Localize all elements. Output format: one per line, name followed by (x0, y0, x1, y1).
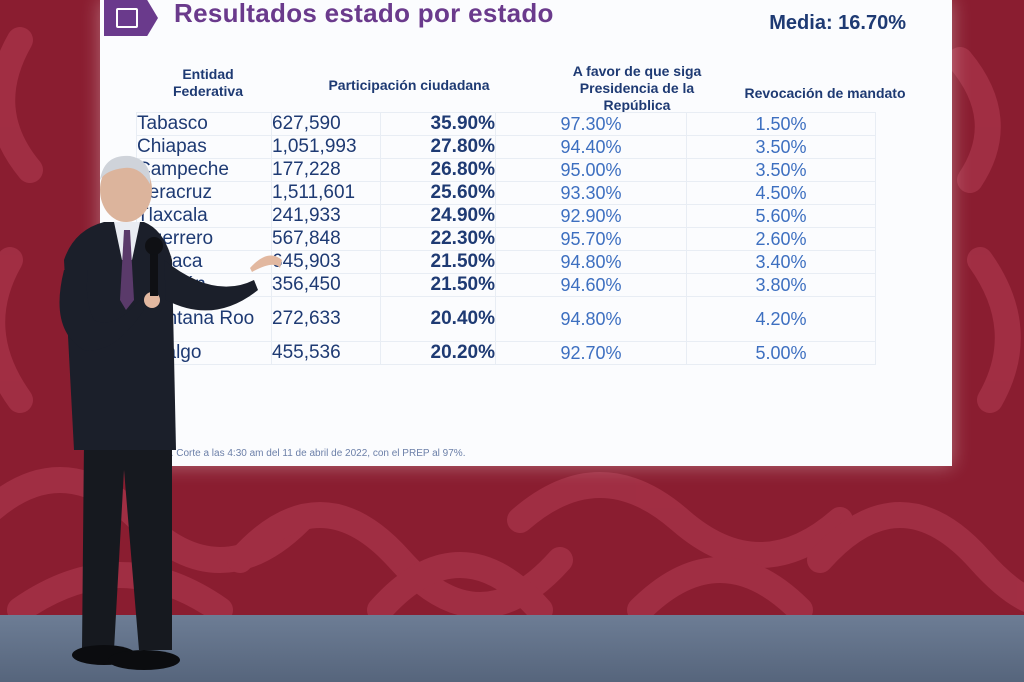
revocation-cell: 3.80% (686, 273, 876, 297)
voters-cell: 455,536 (271, 341, 381, 365)
participation-cell: 21.50% (380, 273, 496, 297)
revocation-cell: 1.50% (686, 112, 876, 136)
speaker-figure (59, 155, 282, 670)
favor-cell: 95.00% (495, 158, 687, 182)
backdrop-pattern (0, 27, 1024, 615)
table-row: Veracruz 1,511,601 25.60% 93.30% 4.50% (136, 181, 876, 205)
table-row: Tlaxcala 241,933 24.90% 92.90% 5.60% (136, 204, 876, 228)
participation-cell: 25.60% (380, 181, 496, 205)
voters-cell: 272,633 (271, 296, 381, 342)
voters-cell: 1,511,601 (271, 181, 381, 205)
media-value: Media: 16.70% (769, 12, 906, 34)
favor-cell: 94.80% (495, 296, 687, 342)
table-row: Tabasco 627,590 35.90% 97.30% 1.50% (136, 112, 876, 136)
state-cell: Chiapas (136, 135, 272, 159)
voters-cell: 645,903 (271, 250, 381, 274)
favor-cell: 94.80% (495, 250, 687, 274)
participation-cell: 22.30% (380, 227, 496, 251)
voters-cell: 241,933 (271, 204, 381, 228)
participation-cell: 20.40% (380, 296, 496, 342)
revocation-cell: 4.50% (686, 181, 876, 205)
revocation-cell: 3.40% (686, 250, 876, 274)
voters-cell: 177,228 (271, 158, 381, 182)
favor-cell: 94.40% (495, 135, 687, 159)
voters-cell: 356,450 (271, 273, 381, 297)
favor-cell: 94.60% (495, 273, 687, 297)
header-favor: A favor de que siga Presidencia de la Re… (572, 63, 702, 113)
favor-cell: 93.30% (495, 181, 687, 205)
participation-cell: 24.90% (380, 204, 496, 228)
revocation-cell: 4.20% (686, 296, 876, 342)
state-cell: Tabasco (136, 112, 272, 136)
slide-title: Resultados estado por estado (174, 0, 554, 28)
footnote: E. Corte a las 4:30 am del 11 de abril d… (164, 448, 466, 459)
header-participacion: Participación ciudadana (328, 77, 490, 93)
revocation-cell: 2.60% (686, 227, 876, 251)
revocation-cell: 3.50% (686, 158, 876, 182)
participation-cell: 26.80% (380, 158, 496, 182)
state-cell: Campeche (136, 158, 272, 182)
revocation-cell: 3.50% (686, 135, 876, 159)
ballot-box-logo (104, 0, 158, 36)
participation-cell: 21.50% (380, 250, 496, 274)
favor-cell: 92.70% (495, 341, 687, 365)
header-revocacion: Revocación de mandato (744, 85, 906, 101)
participation-cell: 27.80% (380, 135, 496, 159)
revocation-cell: 5.00% (686, 341, 876, 365)
header-entidad: Entidad Federativa (172, 66, 244, 99)
voters-cell: 627,590 (271, 112, 381, 136)
favor-cell: 92.90% (495, 204, 687, 228)
participation-cell: 20.20% (380, 341, 496, 365)
state-cell: Veracruz (136, 181, 272, 205)
table-row: Campeche 177,228 26.80% 95.00% 3.50% (136, 158, 876, 182)
revocation-cell: 5.60% (686, 204, 876, 228)
favor-cell: 97.30% (495, 112, 687, 136)
participation-cell: 35.90% (380, 112, 496, 136)
favor-cell: 95.70% (495, 227, 687, 251)
